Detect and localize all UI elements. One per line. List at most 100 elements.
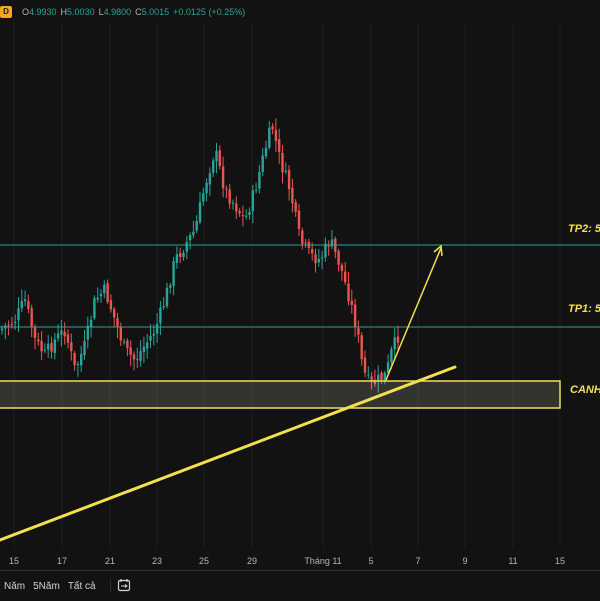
candle-body: [251, 190, 254, 212]
grid: [13, 22, 561, 548]
trend-line[interactable]: [0, 365, 457, 542]
candle-body: [370, 376, 373, 381]
ohlc-legend: D O 4.9930 H 5.0030 L 4.9800 C 5.0015 +0.012…: [0, 4, 245, 20]
candle-body: [70, 342, 73, 352]
candle-body: [149, 335, 152, 341]
candle-body: [126, 340, 129, 349]
candle-body: [136, 358, 139, 360]
candle-body: [377, 374, 380, 382]
candle-body: [390, 349, 393, 363]
candle-body: [317, 258, 320, 263]
x-tick: 23: [151, 556, 163, 566]
candle-body: [80, 353, 83, 366]
candle-body: [172, 261, 175, 286]
candle-body: [231, 202, 235, 204]
candle-body: [311, 249, 314, 254]
candle-body: [235, 203, 238, 212]
candle-body: [221, 166, 225, 189]
x-tick: 9: [462, 556, 468, 566]
candle-body: [37, 339, 40, 342]
candle-body: [271, 126, 274, 130]
candle-body: [185, 242, 188, 252]
candle-body: [14, 322, 17, 324]
projection-arrow[interactable]: [385, 244, 443, 381]
candle-body: [56, 333, 60, 339]
price-chart[interactable]: [0, 0, 600, 550]
candle-body: [155, 323, 159, 334]
low-key: L: [98, 7, 104, 17]
open-value: 4.9930: [29, 7, 57, 17]
range-1y-button[interactable]: Năm: [4, 580, 26, 592]
candle-body: [215, 150, 218, 162]
candle-body: [73, 353, 76, 366]
interval-badge[interactable]: D: [0, 6, 12, 18]
candle-body: [17, 308, 20, 321]
candle-body: [7, 325, 10, 327]
x-tick: 7: [415, 556, 421, 566]
candle-body: [179, 253, 182, 257]
tp1-label: TP1: 5: [568, 303, 600, 315]
close-value: 5.0015: [141, 7, 170, 17]
candle-body: [212, 160, 215, 173]
candle-body: [10, 323, 14, 325]
candle-body: [393, 337, 396, 350]
candle-body: [353, 304, 357, 328]
candle-body: [86, 325, 89, 340]
low-value: 4.9800: [103, 7, 132, 17]
candle-body: [238, 211, 241, 214]
candle-body: [146, 342, 149, 349]
candle-body: [360, 335, 363, 360]
candle-body: [261, 155, 264, 172]
support-zone[interactable]: [0, 380, 561, 409]
calendar-range-icon[interactable]: [117, 578, 131, 595]
candle-body: [373, 379, 377, 384]
candle-body: [96, 297, 99, 300]
candle-body: [20, 301, 23, 309]
candle-body: [347, 283, 350, 302]
candle-body: [76, 363, 80, 365]
candle-body: [320, 257, 324, 259]
toolbar-divider: [109, 579, 111, 593]
candle-body: [304, 242, 307, 244]
x-tick: 29: [246, 556, 258, 566]
candle-body: [119, 327, 122, 341]
candle-body: [264, 147, 268, 157]
candle-body: [103, 284, 106, 294]
candle-body: [337, 251, 340, 265]
candle-body: [344, 271, 347, 283]
candle-body: [241, 215, 245, 217]
candle-body: [169, 285, 172, 288]
x-tick: 15: [8, 556, 20, 566]
x-tick: 17: [56, 556, 68, 566]
x-tick: 5: [368, 556, 374, 566]
candle-body: [66, 334, 70, 343]
candle-body: [60, 330, 63, 335]
candle-body: [47, 343, 50, 350]
time-axis[interactable]: 15 17 21 23 25 29 Tháng 11 5 7 9 11 13 1…: [0, 550, 600, 570]
candle-body: [132, 354, 136, 360]
candle-body: [205, 182, 208, 194]
candle-body: [175, 254, 179, 263]
candle-body: [122, 341, 126, 343]
candle-body: [30, 308, 33, 328]
candle-body: [106, 283, 109, 302]
candle-body: [380, 372, 383, 380]
candle-body: [301, 230, 304, 244]
candle-body: [274, 129, 278, 142]
candle-body: [152, 333, 155, 336]
candle-body: [113, 309, 116, 318]
change-value: +0.0125 (+0.25%): [173, 7, 246, 17]
candles: [0, 118, 400, 393]
candle-body: [294, 202, 297, 212]
candle-body: [291, 187, 294, 204]
candle-body: [43, 349, 47, 351]
candle-body: [367, 374, 370, 376]
support-zone-label: CANH: [570, 384, 600, 396]
x-tick: 15: [554, 556, 566, 566]
range-all-button[interactable]: Tất cả: [67, 580, 96, 592]
range-toolbar: Năm 5Năm Tất cả: [0, 570, 600, 601]
range-5y-button[interactable]: 5Năm: [33, 580, 60, 592]
candle-body: [139, 351, 142, 361]
tp2-label: TP2: 5: [568, 223, 600, 235]
